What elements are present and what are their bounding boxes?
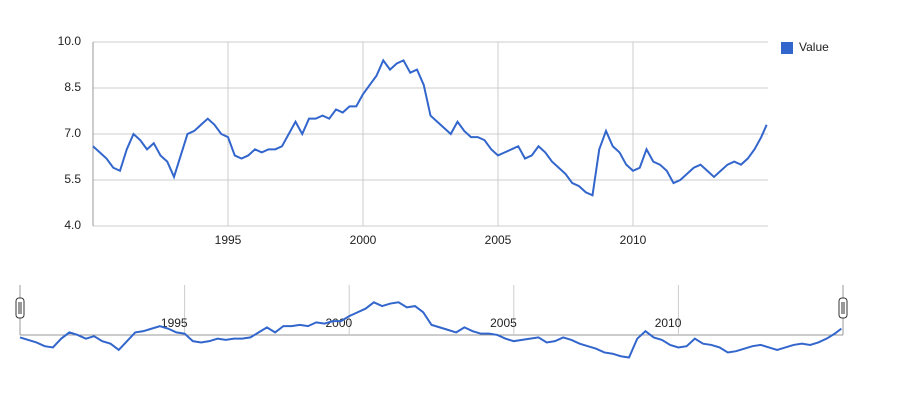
navigator-tick-label: 2010 xyxy=(655,316,682,330)
x-tick-label: 2010 xyxy=(620,233,647,247)
x-tick-label: 2000 xyxy=(350,233,377,247)
y-tick-label: 5.5 xyxy=(64,172,81,186)
navigator-tick-label: 2005 xyxy=(490,316,517,330)
y-tick-label: 10.0 xyxy=(58,34,82,48)
legend-swatch xyxy=(781,42,793,54)
navigator-handle[interactable] xyxy=(838,297,848,319)
navigator[interactable] xyxy=(19,285,844,336)
y-tick-label: 4.0 xyxy=(64,218,81,232)
navigator-line xyxy=(19,301,842,359)
y-tick-label: 8.5 xyxy=(64,80,81,94)
navigator-tick-label: 1995 xyxy=(161,316,188,330)
x-tick-label: 1995 xyxy=(215,233,242,247)
navigator-tick-label: 2000 xyxy=(325,316,352,330)
y-tick-label: 7.0 xyxy=(64,126,81,140)
x-tick-label: 2005 xyxy=(485,233,512,247)
data-line xyxy=(92,58,768,197)
legend-label: Value xyxy=(799,40,829,54)
navigator-handle[interactable] xyxy=(15,297,25,319)
